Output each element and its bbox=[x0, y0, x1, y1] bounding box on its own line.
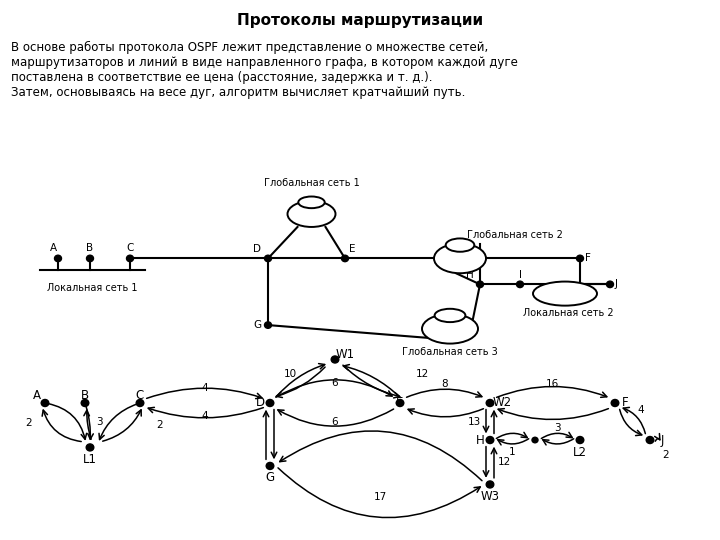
Text: Локальная сеть 2: Локальная сеть 2 bbox=[523, 308, 613, 319]
Text: G: G bbox=[266, 471, 274, 484]
Text: 4: 4 bbox=[637, 406, 644, 415]
Text: E: E bbox=[349, 244, 356, 254]
Text: L2: L2 bbox=[573, 446, 587, 458]
Circle shape bbox=[647, 436, 654, 443]
Text: W2: W2 bbox=[492, 396, 512, 409]
Circle shape bbox=[136, 400, 144, 407]
Text: D: D bbox=[253, 244, 261, 254]
Text: В основе работы протокола OSPF лежит представление о множестве сетей,
маршрутиза: В основе работы протокола OSPF лежит пре… bbox=[11, 40, 518, 99]
Text: C: C bbox=[126, 243, 134, 253]
Circle shape bbox=[86, 255, 94, 262]
Circle shape bbox=[81, 400, 89, 407]
Text: 1: 1 bbox=[509, 447, 516, 457]
Text: 12: 12 bbox=[498, 457, 510, 467]
Text: Локальная сеть 1: Локальная сеть 1 bbox=[47, 284, 138, 293]
Text: 13: 13 bbox=[467, 416, 481, 427]
Text: 6: 6 bbox=[332, 377, 338, 388]
Ellipse shape bbox=[434, 244, 486, 273]
Text: 2: 2 bbox=[157, 420, 163, 430]
Text: D: D bbox=[256, 396, 264, 409]
Circle shape bbox=[516, 281, 523, 288]
Text: I: I bbox=[518, 269, 521, 280]
Circle shape bbox=[266, 400, 274, 407]
Text: 4: 4 bbox=[202, 411, 208, 421]
Text: J: J bbox=[660, 434, 664, 447]
Circle shape bbox=[264, 255, 271, 262]
Text: J: J bbox=[615, 279, 618, 289]
Text: A: A bbox=[50, 243, 57, 253]
Ellipse shape bbox=[446, 239, 474, 252]
Circle shape bbox=[477, 281, 484, 288]
Circle shape bbox=[266, 462, 274, 469]
Circle shape bbox=[486, 436, 494, 443]
Text: F: F bbox=[621, 396, 629, 409]
Circle shape bbox=[341, 255, 348, 262]
Circle shape bbox=[86, 444, 94, 451]
Circle shape bbox=[611, 400, 618, 407]
Text: 17: 17 bbox=[374, 492, 387, 502]
Text: 12: 12 bbox=[415, 369, 428, 379]
Text: Глобальная сеть 3: Глобальная сеть 3 bbox=[402, 347, 498, 357]
Circle shape bbox=[127, 255, 133, 262]
Ellipse shape bbox=[435, 309, 465, 322]
Text: B: B bbox=[86, 243, 94, 253]
Text: 10: 10 bbox=[284, 369, 297, 379]
Text: W3: W3 bbox=[480, 490, 500, 503]
Text: 8: 8 bbox=[441, 380, 449, 389]
Text: H: H bbox=[467, 269, 474, 280]
Circle shape bbox=[576, 436, 584, 443]
Text: 2: 2 bbox=[662, 450, 670, 460]
Text: F: F bbox=[585, 253, 591, 264]
Text: B: B bbox=[81, 389, 89, 402]
Text: 6: 6 bbox=[332, 416, 338, 427]
Circle shape bbox=[486, 400, 494, 407]
Ellipse shape bbox=[422, 314, 478, 343]
Circle shape bbox=[486, 481, 494, 488]
Text: 3: 3 bbox=[96, 416, 102, 427]
Circle shape bbox=[55, 255, 61, 262]
Text: E: E bbox=[396, 396, 404, 409]
Text: G: G bbox=[253, 320, 261, 330]
Circle shape bbox=[606, 281, 613, 288]
Text: 16: 16 bbox=[546, 380, 559, 389]
Text: W1: W1 bbox=[336, 348, 354, 361]
Text: 4: 4 bbox=[202, 383, 208, 393]
Circle shape bbox=[577, 255, 583, 262]
Circle shape bbox=[331, 356, 339, 363]
Ellipse shape bbox=[298, 197, 325, 208]
Text: A: A bbox=[33, 389, 41, 402]
Circle shape bbox=[396, 400, 404, 407]
Ellipse shape bbox=[533, 281, 597, 306]
Circle shape bbox=[264, 322, 271, 328]
Text: 3: 3 bbox=[554, 423, 561, 433]
Circle shape bbox=[41, 400, 49, 407]
Text: C: C bbox=[136, 389, 144, 402]
Text: Глобальная сеть 1: Глобальная сеть 1 bbox=[264, 178, 359, 188]
Circle shape bbox=[532, 437, 538, 443]
Text: H: H bbox=[476, 434, 485, 447]
Text: L1: L1 bbox=[83, 453, 97, 466]
Ellipse shape bbox=[287, 201, 336, 227]
Text: Глобальная сеть 2: Глобальная сеть 2 bbox=[467, 230, 563, 240]
Text: Протоколы маршрутизации: Протоколы маршрутизации bbox=[237, 14, 483, 29]
Text: 2: 2 bbox=[26, 418, 32, 428]
